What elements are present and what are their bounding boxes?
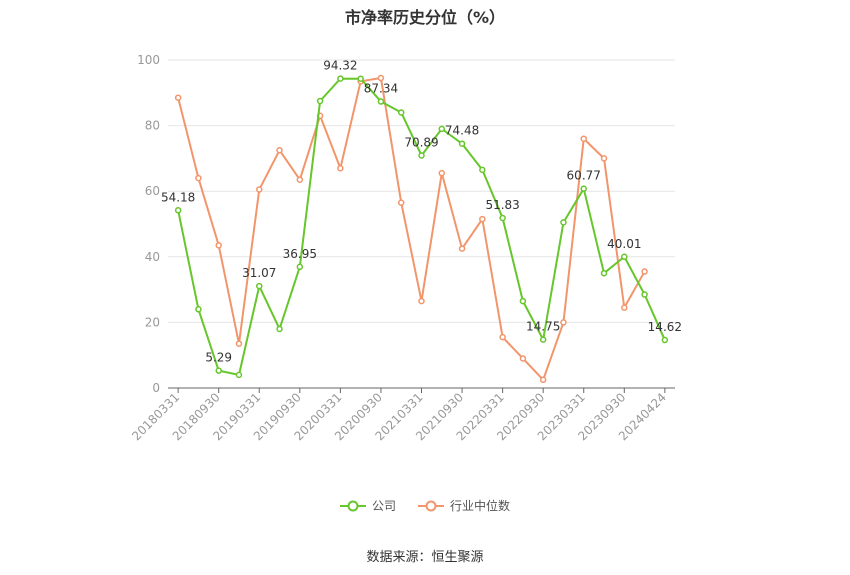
data-source: 数据来源：恒生聚源 bbox=[366, 550, 484, 565]
series-line-industry-median bbox=[177, 77, 646, 381]
data-point-industry-median[interactable] bbox=[560, 319, 567, 326]
data-point-company[interactable] bbox=[560, 219, 567, 226]
data-point-industry-median[interactable] bbox=[418, 297, 425, 305]
data-label: 60.77 bbox=[567, 169, 601, 183]
legend-label-company: 公司 bbox=[371, 499, 396, 513]
data-point-industry-median[interactable] bbox=[641, 268, 648, 275]
data-point-industry-median[interactable] bbox=[458, 245, 466, 252]
data-label: 74.48 bbox=[445, 124, 479, 138]
data-label: 14.62 bbox=[648, 320, 682, 334]
data-point-company[interactable] bbox=[377, 98, 385, 105]
data-point-company[interactable] bbox=[621, 253, 628, 261]
chart-title: 市净率历史分位（%） bbox=[344, 8, 506, 27]
data-point-industry-median[interactable] bbox=[296, 176, 304, 183]
data-point-company[interactable] bbox=[438, 125, 446, 133]
data-label: 14.75 bbox=[526, 320, 560, 334]
data-point-company[interactable] bbox=[276, 325, 283, 333]
data-point-industry-median[interactable] bbox=[276, 146, 283, 154]
series-lines bbox=[174, 74, 669, 384]
data-point-company[interactable] bbox=[357, 75, 364, 82]
data-point-company[interactable] bbox=[499, 214, 506, 222]
data-point-industry-median[interactable] bbox=[621, 304, 628, 311]
legend-marker-company bbox=[339, 500, 366, 511]
data-point-industry-median[interactable] bbox=[479, 215, 486, 223]
y-tick-label: 0 bbox=[152, 381, 160, 395]
data-labels: 54.18 5.29 31.07 36.95 94.32 87.34 70.89 74.48 5… bbox=[161, 59, 682, 365]
data-label: 70.89 bbox=[404, 135, 438, 149]
data-point-company[interactable] bbox=[661, 336, 669, 344]
data-label: 87.34 bbox=[364, 82, 398, 96]
data-point-industry-median[interactable] bbox=[256, 186, 263, 193]
data-point-company[interactable] bbox=[316, 97, 324, 105]
data-point-company[interactable] bbox=[458, 140, 466, 147]
data-point-company[interactable] bbox=[600, 269, 608, 277]
data-label: 51.83 bbox=[485, 198, 519, 212]
data-point-industry-median[interactable] bbox=[195, 174, 202, 182]
data-point-industry-median[interactable] bbox=[580, 135, 587, 142]
data-point-company[interactable] bbox=[641, 291, 648, 298]
data-point-industry-median[interactable] bbox=[539, 376, 547, 384]
data-point-company[interactable] bbox=[397, 109, 405, 116]
legend-label-industry-median: 行业中位数 bbox=[450, 499, 511, 513]
data-point-company[interactable] bbox=[215, 367, 222, 374]
data-point-industry-median[interactable] bbox=[337, 164, 344, 172]
data-point-company[interactable] bbox=[418, 152, 425, 159]
series-line-company bbox=[177, 77, 666, 376]
data-point-company[interactable] bbox=[337, 75, 344, 82]
data-point-industry-median[interactable] bbox=[377, 74, 385, 82]
y-tick-label: 100 bbox=[137, 53, 160, 67]
data-point-company[interactable] bbox=[519, 297, 527, 305]
grid-lines bbox=[168, 59, 675, 323]
data-point-industry-median[interactable] bbox=[397, 199, 405, 206]
data-point-industry-median[interactable] bbox=[600, 155, 608, 162]
data-point-company[interactable] bbox=[195, 306, 202, 313]
legend-item-industry-median[interactable]: 行业中位数 bbox=[418, 497, 510, 514]
data-point-company[interactable] bbox=[235, 371, 243, 379]
data-label: 31.07 bbox=[242, 266, 276, 280]
data-label: 40.01 bbox=[607, 237, 641, 251]
data-label: 36.95 bbox=[283, 247, 317, 261]
legend-item-company[interactable]: 公司 bbox=[339, 497, 396, 514]
data-point-company[interactable] bbox=[580, 185, 587, 192]
data-point-industry-median[interactable] bbox=[499, 333, 506, 341]
data-point-industry-median[interactable] bbox=[215, 242, 222, 249]
data-point-company[interactable] bbox=[479, 166, 486, 174]
y-tick-label: 20 bbox=[145, 315, 160, 329]
data-point-industry-median[interactable] bbox=[519, 355, 527, 362]
data-point-company[interactable] bbox=[256, 282, 263, 290]
legend: 公司 行业中位数 bbox=[0, 497, 850, 514]
data-point-company[interactable] bbox=[539, 336, 547, 343]
data-point-company[interactable] bbox=[296, 263, 304, 271]
data-label: 94.32 bbox=[323, 59, 357, 73]
y-tick-label: 40 bbox=[145, 250, 160, 264]
data-point-industry-median[interactable] bbox=[235, 340, 243, 347]
data-point-industry-median[interactable] bbox=[438, 169, 446, 177]
y-tick-label: 60 bbox=[145, 184, 160, 198]
data-label: 54.18 bbox=[161, 190, 195, 204]
legend-marker-industry-median bbox=[418, 500, 444, 511]
data-point-industry-median[interactable] bbox=[174, 94, 182, 101]
data-point-company[interactable] bbox=[174, 207, 182, 214]
y-tick-label: 80 bbox=[145, 119, 160, 133]
data-label: 5.29 bbox=[205, 351, 232, 365]
